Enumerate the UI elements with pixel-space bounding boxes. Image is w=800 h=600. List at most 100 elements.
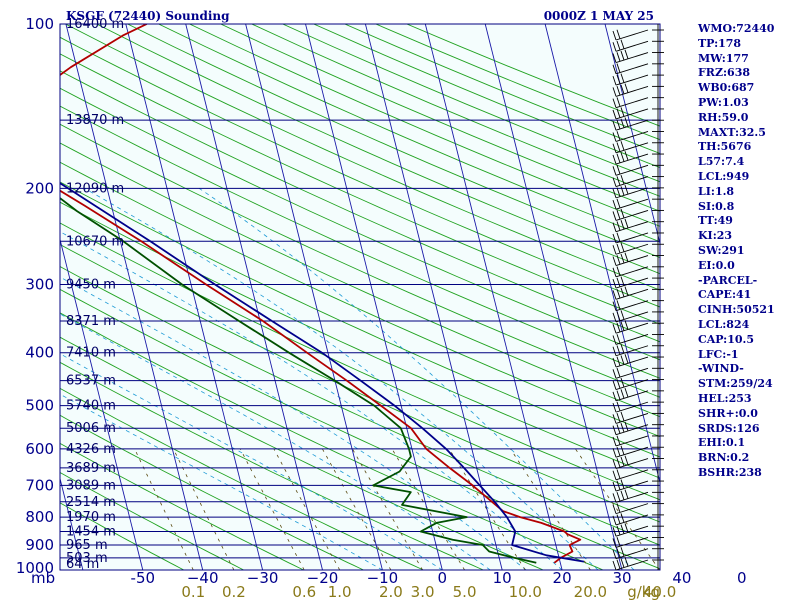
wind-barb-staff	[615, 108, 649, 120]
wind-barb-staff	[615, 255, 649, 266]
wind-barb	[612, 421, 649, 436]
wind-barb-flag	[616, 401, 621, 412]
temperature-tick-label: −40	[187, 569, 219, 587]
wind-barb-flag	[624, 218, 629, 229]
pressure-tick-label: 700	[25, 476, 54, 494]
height-label: 12090 m	[66, 181, 124, 196]
wind-barb	[612, 164, 649, 176]
index-line: MW:177	[698, 51, 749, 65]
wind-barb-flag	[616, 198, 621, 209]
isotherm	[65, 24, 204, 570]
wind-barb-staff	[615, 63, 649, 75]
temperature-tick-label: 10	[493, 569, 512, 587]
wind-barb-flag	[620, 321, 625, 331]
wind-barb	[612, 557, 649, 571]
wind-barb-flag	[616, 413, 621, 423]
wind-barb	[612, 83, 649, 97]
mixing-ratio-units: g/kg	[627, 583, 660, 600]
mixing-ratio-label: 10.0	[509, 583, 542, 600]
wind-barb	[612, 334, 649, 345]
wind-barb	[612, 310, 649, 323]
wind-barb-flag	[616, 40, 621, 51]
wind-barb-flag	[612, 87, 617, 97]
wind-barb-flag	[624, 320, 629, 330]
mixing-ratio-line	[172, 448, 235, 570]
wind-barb-flag	[612, 459, 617, 469]
wind-barb-flag	[612, 143, 617, 153]
series-dewpoint-line	[60, 197, 537, 564]
wind-barb-flag	[624, 49, 629, 59]
temperature-tick-label: −30	[247, 569, 279, 587]
wind-barb-flag	[620, 547, 625, 557]
temperature-tick-label: 20	[553, 569, 572, 587]
wind-barb	[612, 276, 649, 289]
wind-barb-flag	[612, 75, 617, 86]
height-label: 2514 m	[66, 495, 116, 510]
wind-barb	[612, 184, 649, 199]
wind-barb-flag	[616, 446, 621, 457]
wind-barb	[612, 354, 649, 368]
wind-barb	[612, 537, 649, 548]
wind-barb-flag	[616, 153, 621, 163]
wind-barb-flag	[612, 391, 617, 401]
wind-barb	[612, 300, 649, 312]
wind-barb-staff	[615, 266, 649, 278]
wind-barb-flag	[616, 119, 621, 130]
mixing-ratio-label: 5.0	[453, 583, 477, 600]
wind-barb	[612, 117, 649, 131]
wind-barb-flag	[616, 356, 621, 366]
index-line: EHI:0.1	[698, 436, 746, 450]
height-label: 3089 m	[66, 478, 116, 493]
wind-barb-flag	[612, 346, 617, 356]
wind-barb	[612, 141, 649, 154]
pressure-tick-label: 200	[25, 179, 54, 197]
series-parcel-line	[60, 182, 585, 563]
wind-barb-staff	[615, 288, 649, 300]
wind-barb-flag	[612, 549, 617, 559]
index-line: LFC:-1	[698, 347, 739, 361]
moist-adiabat	[198, 188, 635, 570]
mixing-ratio-label: 1.0	[328, 583, 352, 600]
wind-barb-flag	[616, 390, 621, 400]
wind-barb-staff	[615, 300, 649, 312]
wind-barb-flag	[616, 311, 621, 321]
wind-barb-staff	[615, 311, 649, 323]
wind-barb-flag	[616, 435, 621, 445]
pressure-tick-label: 300	[25, 276, 54, 294]
height-label: 1454 m	[66, 524, 116, 539]
pressure-tick-label: 400	[25, 344, 54, 362]
wind-barb-flag	[616, 525, 621, 536]
wind-barb-flag	[612, 425, 617, 435]
index-line: -PARCEL-	[698, 273, 758, 287]
wind-barb-flag	[612, 211, 617, 221]
wind-barb-flag	[620, 445, 625, 455]
wind-barb-flag	[624, 387, 629, 398]
wind-barb-staff	[615, 164, 649, 176]
wind-barb-flag	[620, 423, 625, 433]
wind-barb-flag	[616, 142, 621, 152]
wind-barb-flag	[612, 538, 617, 548]
wind-barb	[612, 320, 649, 334]
wind-barb-flag	[612, 436, 617, 447]
wind-barb-flag	[620, 355, 625, 365]
wind-barb-flag	[616, 367, 621, 378]
wind-barb-flag	[612, 504, 617, 514]
temperature-tick-label: 40	[672, 569, 691, 587]
pressure-tick-label: 1000	[16, 559, 54, 577]
wind-barb-flag	[616, 176, 621, 186]
wind-barb-flag	[620, 310, 625, 320]
wind-barb-flag	[612, 515, 617, 526]
wind-barb-flag	[612, 335, 617, 345]
wind-barb-flag	[612, 560, 617, 571]
height-label: 6537 m	[66, 374, 116, 389]
wind-barb	[612, 387, 649, 402]
wind-barb	[612, 29, 649, 41]
wind-barb-flag	[612, 222, 617, 232]
wind-barb-flag	[620, 242, 625, 252]
wind-barb-flag	[616, 559, 621, 569]
wind-barb	[612, 49, 649, 63]
mixing-ratio-line	[273, 448, 341, 570]
wind-barb-flag	[620, 186, 625, 196]
wind-barb	[612, 151, 649, 165]
wind-barb-flag	[616, 277, 621, 287]
